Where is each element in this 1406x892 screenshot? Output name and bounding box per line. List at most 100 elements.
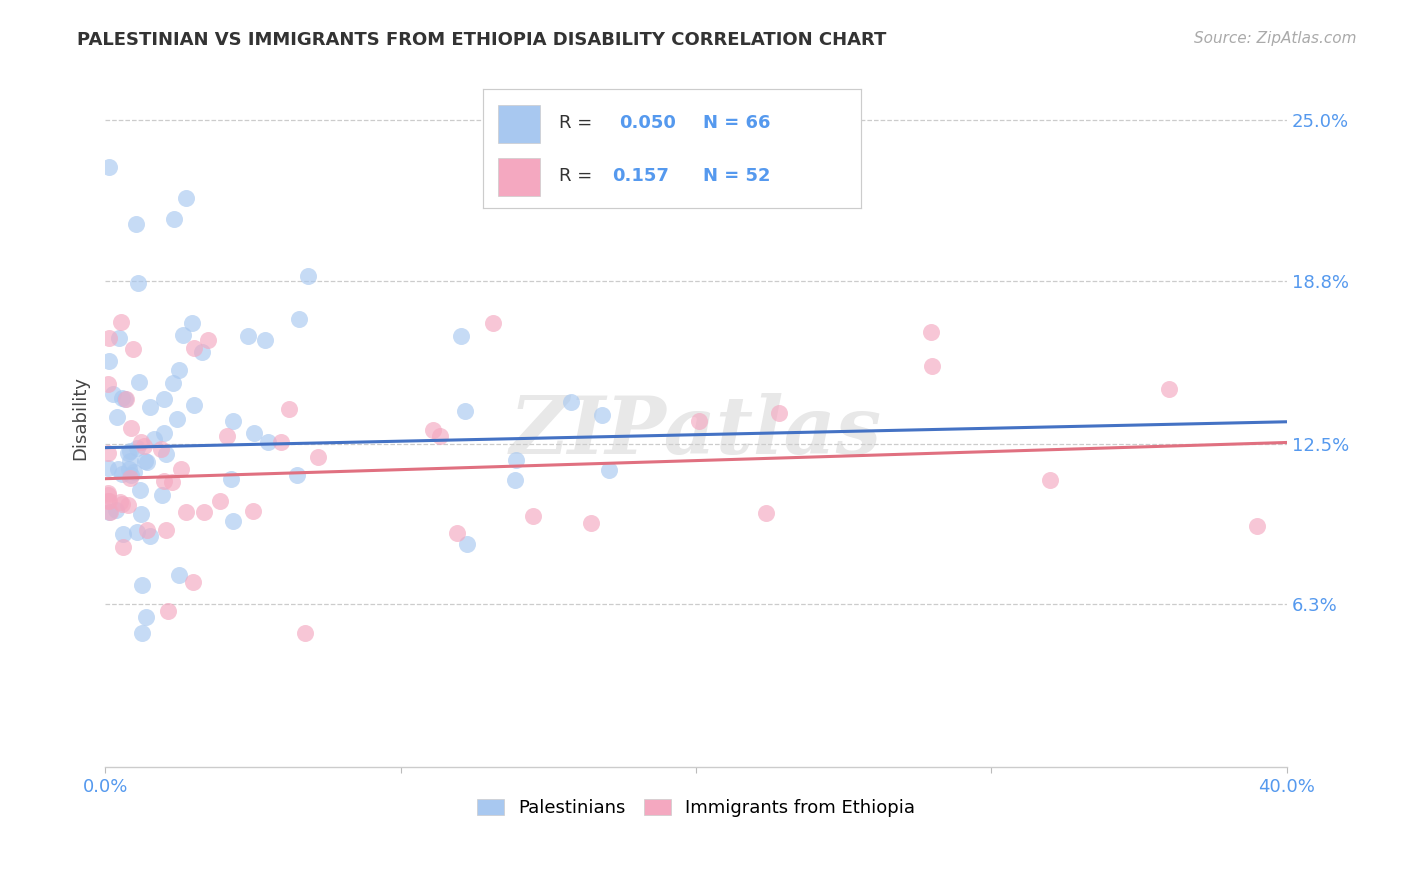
- Point: [285, 467, 308, 482]
- Point: [920, 326, 942, 340]
- Point: [450, 329, 472, 343]
- Point: [97, 488, 120, 502]
- Point: [166, 412, 188, 426]
- Point: [128, 483, 150, 497]
- Point: [118, 454, 141, 468]
- Point: [222, 514, 245, 528]
- Point: [242, 425, 264, 440]
- Point: [120, 467, 142, 482]
- Point: [180, 316, 202, 330]
- Point: [174, 191, 197, 205]
- Point: [193, 505, 215, 519]
- Point: [131, 625, 153, 640]
- Point: [755, 506, 778, 520]
- Point: [446, 525, 468, 540]
- Point: [236, 329, 259, 343]
- Point: [149, 442, 172, 457]
- Point: [153, 426, 176, 441]
- Point: [122, 465, 145, 479]
- Point: [157, 604, 180, 618]
- Point: [454, 404, 477, 418]
- Point: [505, 452, 527, 467]
- Point: [1246, 519, 1268, 533]
- Point: [153, 474, 176, 488]
- Point: [128, 375, 150, 389]
- Point: [129, 434, 152, 449]
- Point: [97, 461, 120, 475]
- Point: [127, 441, 149, 455]
- Point: [505, 473, 527, 487]
- Text: PALESTINIAN VS IMMIGRANTS FROM ETHIOPIA DISABILITY CORRELATION CHART: PALESTINIAN VS IMMIGRANTS FROM ETHIOPIA …: [77, 31, 887, 49]
- Point: [167, 567, 190, 582]
- Point: [217, 428, 239, 442]
- Point: [104, 503, 127, 517]
- Point: [118, 444, 141, 458]
- Point: [153, 392, 176, 406]
- Y-axis label: Disability: Disability: [72, 376, 89, 460]
- Point: [114, 392, 136, 406]
- Point: [135, 610, 157, 624]
- Point: [136, 524, 159, 538]
- Point: [117, 445, 139, 459]
- Point: [98, 505, 121, 519]
- Point: [143, 432, 166, 446]
- Point: [111, 498, 134, 512]
- Point: [127, 525, 149, 540]
- Point: [579, 516, 602, 531]
- Point: [219, 472, 242, 486]
- Point: [197, 333, 219, 347]
- Point: [294, 625, 316, 640]
- Point: [307, 450, 329, 464]
- Point: [121, 342, 143, 356]
- Point: [108, 331, 131, 345]
- Text: Source: ZipAtlas.com: Source: ZipAtlas.com: [1194, 31, 1357, 46]
- Point: [118, 462, 141, 476]
- Point: [97, 377, 120, 392]
- Point: [162, 475, 184, 490]
- Point: [132, 439, 155, 453]
- Point: [429, 429, 451, 443]
- Point: [297, 268, 319, 283]
- Point: [172, 328, 194, 343]
- Point: [97, 505, 120, 519]
- Point: [560, 395, 582, 409]
- Point: [129, 507, 152, 521]
- Point: [1039, 473, 1062, 487]
- Point: [242, 504, 264, 518]
- Point: [222, 414, 245, 428]
- Point: [117, 498, 139, 512]
- Text: ZIPatlas: ZIPatlas: [510, 393, 882, 471]
- Point: [456, 537, 478, 551]
- Point: [97, 446, 120, 460]
- Point: [256, 435, 278, 450]
- Point: [768, 406, 790, 420]
- Point: [125, 217, 148, 231]
- Point: [131, 578, 153, 592]
- Point: [111, 391, 134, 405]
- Point: [110, 315, 132, 329]
- Point: [134, 454, 156, 468]
- Point: [111, 540, 134, 554]
- Point: [101, 387, 124, 401]
- Point: [1157, 382, 1180, 396]
- Point: [278, 401, 301, 416]
- Point: [253, 333, 276, 347]
- Point: [183, 574, 205, 589]
- Point: [138, 529, 160, 543]
- Point: [167, 362, 190, 376]
- Point: [97, 493, 120, 508]
- Point: [162, 376, 184, 391]
- Point: [120, 471, 142, 485]
- Point: [98, 160, 121, 174]
- Point: [127, 276, 149, 290]
- Point: [598, 463, 620, 477]
- Point: [155, 523, 177, 537]
- Point: [107, 462, 129, 476]
- Point: [115, 392, 138, 406]
- Point: [111, 467, 134, 481]
- Point: [183, 398, 205, 412]
- Point: [108, 494, 131, 508]
- Point: [422, 423, 444, 437]
- Point: [209, 494, 232, 508]
- Point: [105, 410, 128, 425]
